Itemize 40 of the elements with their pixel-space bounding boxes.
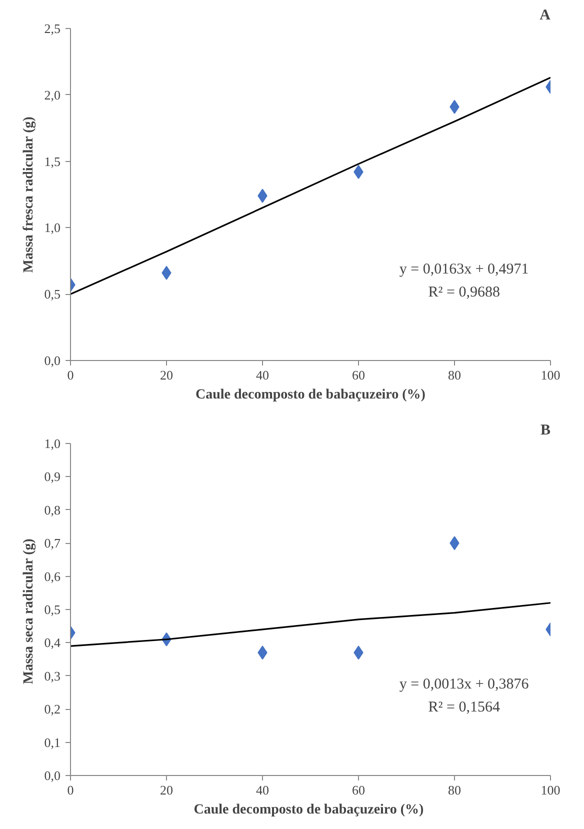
y-tick-label: 0,2 xyxy=(44,702,60,717)
x-tick-label: 80 xyxy=(448,782,461,798)
y-tick-label: 0,0 xyxy=(44,768,60,783)
x-axis-title: Caule decomposto de babaçuzeiro (%) xyxy=(196,388,426,402)
annotation: y = 0,0163x + 0,4971 xyxy=(399,262,529,278)
x-tick-label: 60 xyxy=(352,782,365,798)
y-tick-label: 0,7 xyxy=(44,536,61,551)
x-axis-title: Caule decomposto de babaçuzeiro (%) xyxy=(194,802,424,818)
y-tick-label: 0,6 xyxy=(44,568,61,584)
y-axis-title: Massa fresca radicular (g) xyxy=(21,116,36,273)
line-series xyxy=(70,602,550,647)
annotation: y = 0,0013x + 0,3876 xyxy=(399,676,530,692)
x-tick-label: 100 xyxy=(540,368,560,382)
x-tick-label: 40 xyxy=(256,368,269,382)
x-tick-label: 0 xyxy=(67,782,74,798)
y-tick-label: 1,0 xyxy=(44,436,60,451)
x-tick-label: 100 xyxy=(540,782,560,798)
y-tick-label: 0,8 xyxy=(44,502,60,518)
y-tick-label: 0,5 xyxy=(44,602,60,617)
y-tick-label: 0,4 xyxy=(44,635,61,650)
y-tick-label: 1,5 xyxy=(44,154,60,169)
y-tick-label: 0,9 xyxy=(44,469,60,484)
chart-title: A xyxy=(540,8,551,24)
x-tick-label: 80 xyxy=(448,368,461,382)
y-tick-label: 2,0 xyxy=(44,87,60,102)
y-tick-label: 0,3 xyxy=(44,668,60,684)
x-tick-label: 40 xyxy=(256,782,269,798)
chart-title: B xyxy=(540,422,551,438)
y-tick-label: 0,5 xyxy=(44,286,60,302)
x-tick-label: 0 xyxy=(67,368,74,382)
x-tick-label: 20 xyxy=(160,782,173,798)
y-tick-label: 2,5 xyxy=(44,21,60,36)
x-tick-label: 60 xyxy=(352,368,365,382)
y-axis-title: Massa seca radicular (g) xyxy=(21,538,36,684)
x-tick-label: 20 xyxy=(160,368,173,382)
y-tick-label: 0,0 xyxy=(44,353,60,368)
annotation: R² = 0,9688 xyxy=(428,284,500,301)
y-tick-label: 0,1 xyxy=(44,734,60,750)
y-tick-label: 1,0 xyxy=(44,220,60,236)
annotation: R² = 0,1564 xyxy=(428,700,500,716)
